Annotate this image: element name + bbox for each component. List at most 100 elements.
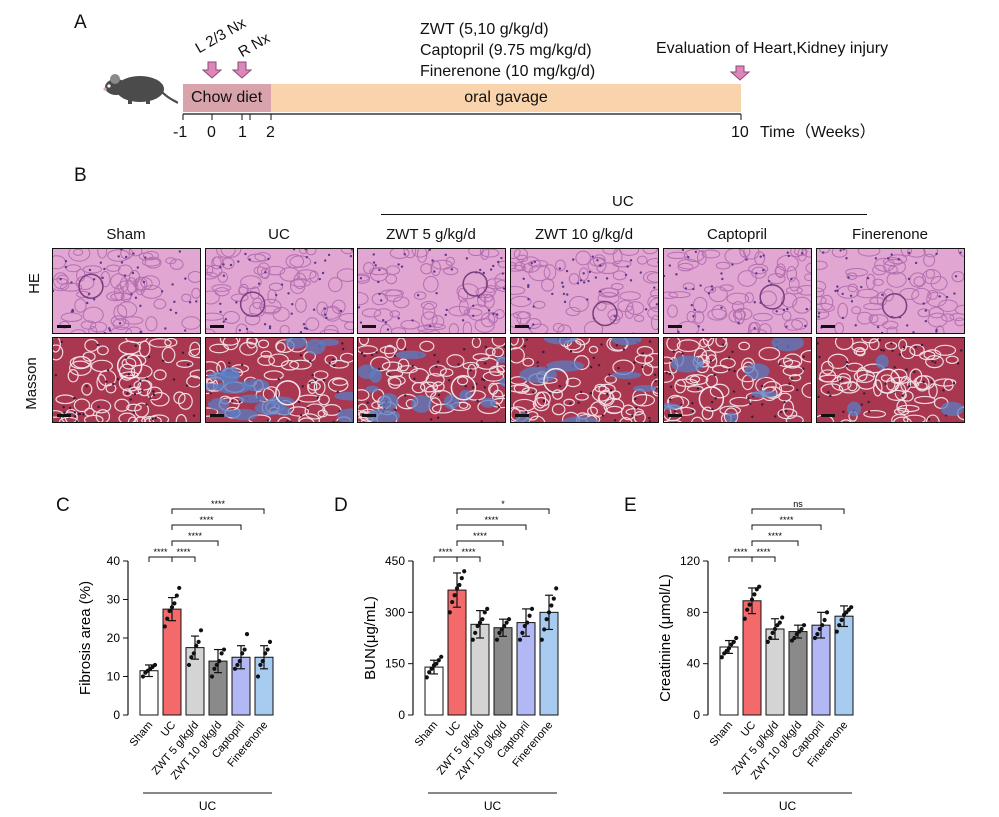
significance-label: ns xyxy=(793,499,803,509)
data-point xyxy=(817,626,822,632)
data-point xyxy=(792,635,797,641)
data-point xyxy=(429,666,434,671)
significance-label: **** xyxy=(199,515,214,525)
data-point xyxy=(747,602,752,607)
data-point xyxy=(820,623,825,628)
data-point xyxy=(480,617,485,622)
significance-bracket xyxy=(171,524,242,530)
he-image-1 xyxy=(52,248,201,334)
data-point xyxy=(244,632,250,637)
masson-image-6 xyxy=(816,337,965,423)
significance-label: **** xyxy=(768,531,783,541)
data-point xyxy=(554,586,559,591)
data-point xyxy=(167,608,172,614)
data-point xyxy=(544,617,549,622)
data-point xyxy=(777,620,782,625)
data-point xyxy=(434,661,439,666)
y-axis-label: BUN(μg/mL) xyxy=(362,596,379,680)
data-point xyxy=(165,616,170,621)
data-point xyxy=(539,637,544,642)
data-point xyxy=(768,635,773,641)
data-point xyxy=(824,610,830,615)
data-point xyxy=(849,605,854,610)
y-tick-label: 0 xyxy=(693,708,700,722)
evaluation-label: Evaluation of Heart,Kidney injury xyxy=(656,40,889,57)
data-point xyxy=(436,658,441,663)
significance-bracket xyxy=(148,556,173,562)
significance-label: **** xyxy=(188,531,203,541)
tick-label: -1 xyxy=(173,124,188,141)
data-point xyxy=(799,626,804,632)
significance-label: **** xyxy=(176,547,191,557)
uc-group-label: UC xyxy=(779,799,797,813)
data-point xyxy=(265,647,270,652)
he-image-3 xyxy=(357,248,506,334)
arrow-down-icon xyxy=(201,61,223,79)
data-point xyxy=(470,637,475,642)
significance-label: **** xyxy=(733,547,748,557)
he-image-4 xyxy=(510,248,659,334)
significance-label: **** xyxy=(153,547,168,557)
timeline-axis xyxy=(182,113,742,120)
data-point xyxy=(263,651,268,656)
data-point xyxy=(726,646,732,651)
x-tick-label: Sham xyxy=(413,719,441,749)
data-point xyxy=(475,623,480,629)
significance-bracket xyxy=(751,556,776,562)
x-tick-label: UC xyxy=(739,719,758,739)
significance-bracket xyxy=(456,508,550,514)
data-point xyxy=(217,659,222,664)
masson-image-1 xyxy=(52,337,201,423)
panel-label-e: E xyxy=(624,495,637,516)
data-point xyxy=(240,651,245,656)
data-point xyxy=(237,659,242,664)
y-tick-label: 30 xyxy=(107,593,121,607)
data-point xyxy=(258,662,263,668)
data-point xyxy=(477,620,483,625)
y-tick-label: 20 xyxy=(107,631,121,645)
data-point xyxy=(494,637,500,642)
data-point xyxy=(834,629,839,634)
uc-group-label: UC xyxy=(199,799,217,813)
data-point xyxy=(772,626,778,632)
column-header-captopril: Captopril xyxy=(706,226,768,243)
he-image-2 xyxy=(205,248,354,334)
significance-label: **** xyxy=(438,547,453,557)
data-point xyxy=(447,610,452,615)
column-header-zwt10: ZWT 10 g/kg/d xyxy=(534,226,634,243)
significance-label: **** xyxy=(461,547,476,557)
significance-label: **** xyxy=(473,531,488,541)
data-point xyxy=(172,601,177,606)
data-point xyxy=(260,659,265,664)
data-point xyxy=(525,620,530,625)
significance-label: **** xyxy=(484,515,499,525)
significance-bracket xyxy=(728,556,753,562)
x-tick-label: Sham xyxy=(708,719,736,749)
data-point xyxy=(482,610,487,615)
y-axis-label: Creatinine (μmol/L) xyxy=(657,574,674,702)
data-point xyxy=(815,632,820,637)
tick-label: 1 xyxy=(238,124,247,141)
panel-label-b: B xyxy=(74,165,87,186)
data-point xyxy=(177,585,182,591)
data-point xyxy=(801,623,807,628)
panel-label-d: D xyxy=(334,495,348,516)
data-point xyxy=(549,603,554,608)
data-point xyxy=(731,639,736,644)
data-point xyxy=(242,647,247,652)
masson-image-5 xyxy=(663,337,812,423)
row-label-masson: Masson xyxy=(22,357,40,410)
chow-diet-bar: Chow diet xyxy=(183,84,271,112)
column-header-uc: UC xyxy=(268,226,290,243)
y-tick-label: 10 xyxy=(107,670,121,684)
x-tick-label: Sham xyxy=(128,719,156,749)
significance-bracket xyxy=(171,556,196,562)
significance-bracket xyxy=(456,540,504,546)
oral-gavage-label: oral gavage xyxy=(464,89,548,106)
significance-bracket xyxy=(171,508,265,514)
column-header-finerenone: Finerenone xyxy=(852,226,928,243)
drug-zwt: ZWT (5,10 g/kg/d) xyxy=(420,21,549,38)
data-point xyxy=(427,670,432,675)
data-point xyxy=(506,617,512,622)
